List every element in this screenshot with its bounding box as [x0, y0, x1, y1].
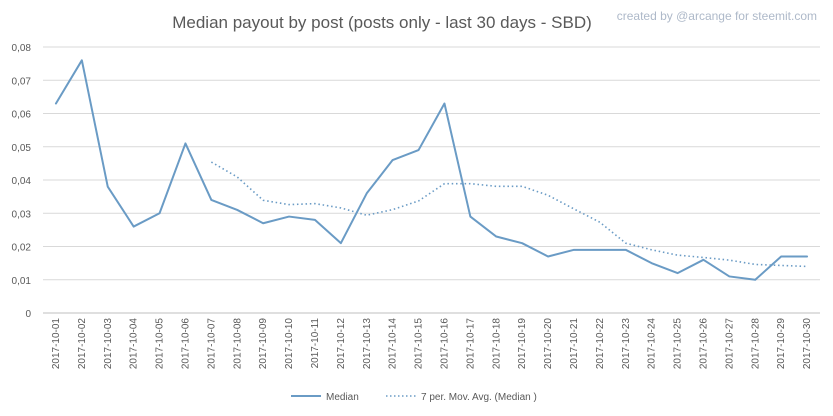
- x-tick-label: 2017-10-17: [465, 318, 476, 370]
- x-tick-label: 2017-10-09: [258, 318, 269, 370]
- chart-title: Median payout by post (posts only - last…: [172, 13, 592, 32]
- grid: [43, 46, 820, 314]
- legend-label-median: Median: [326, 392, 359, 403]
- series-line-moving-average: [210, 161, 808, 268]
- x-tick-label: 2017-10-10: [284, 318, 295, 370]
- x-tick-label: 2017-10-30: [802, 318, 813, 370]
- y-tick-label: 0,02: [12, 243, 32, 254]
- x-tick-label: 2017-10-16: [439, 318, 450, 370]
- y-tick-label: 0,08: [12, 43, 32, 54]
- y-tick-label: 0,06: [12, 110, 32, 121]
- x-tick-label: 2017-10-24: [647, 318, 658, 370]
- x-tick-label: 2017-10-04: [129, 318, 140, 370]
- x-tick-label: 2017-10-02: [77, 318, 88, 370]
- y-tick-label: 0,07: [12, 76, 32, 87]
- x-tick-label: 2017-10-05: [155, 318, 166, 370]
- x-tick-label: 2017-10-20: [543, 318, 554, 370]
- y-tick-label: 0,04: [12, 176, 32, 187]
- x-axis-ticks: 2017-10-01 2017-10-02 2017-10-03 2017-10-04…: [51, 318, 813, 370]
- x-tick-label: 2017-10-11: [310, 318, 321, 369]
- x-tick-label: 2017-10-07: [206, 318, 217, 370]
- x-tick-label: 2017-10-25: [673, 318, 684, 370]
- series-line-median: [54, 59, 809, 281]
- x-tick-label: 2017-10-26: [698, 318, 709, 370]
- y-axis-ticks: 0 0,01 0,02 0,03 0,04 0,05 0,06 0,07 0,08: [12, 43, 32, 320]
- x-tick-label: 2017-10-22: [595, 318, 606, 370]
- series: [54, 59, 809, 281]
- legend-label-moving-average: 7 per. Mov. Avg. (Median ): [421, 392, 537, 403]
- x-tick-label: 2017-10-01: [51, 318, 62, 370]
- x-tick-label: 2017-10-14: [388, 318, 399, 370]
- x-tick-label: 2017-10-08: [232, 318, 243, 370]
- legend: Median 7 per. Mov. Avg. (Median ): [291, 392, 537, 403]
- x-tick-label: 2017-10-18: [491, 318, 502, 370]
- x-tick-label: 2017-10-27: [724, 318, 735, 370]
- x-tick-label: 2017-10-03: [103, 318, 114, 370]
- x-tick-label: 2017-10-28: [750, 318, 761, 370]
- x-tick-label: 2017-10-21: [569, 318, 580, 370]
- y-tick-label: 0,03: [12, 209, 32, 220]
- x-tick-label: 2017-10-13: [362, 318, 373, 370]
- y-tick-label: 0,01: [12, 276, 32, 287]
- x-tick-label: 2017-10-12: [336, 318, 347, 370]
- x-tick-label: 2017-10-15: [414, 318, 425, 370]
- x-tick-label: 2017-10-19: [517, 318, 528, 370]
- x-tick-label: 2017-10-29: [776, 318, 787, 370]
- x-tick-label: 2017-10-23: [621, 318, 632, 370]
- y-tick-label: 0: [25, 309, 31, 320]
- x-tick-label: 2017-10-06: [180, 318, 191, 370]
- chart-credit: created by @arcange for steemit.com: [617, 9, 817, 23]
- y-tick-label: 0,05: [12, 143, 32, 154]
